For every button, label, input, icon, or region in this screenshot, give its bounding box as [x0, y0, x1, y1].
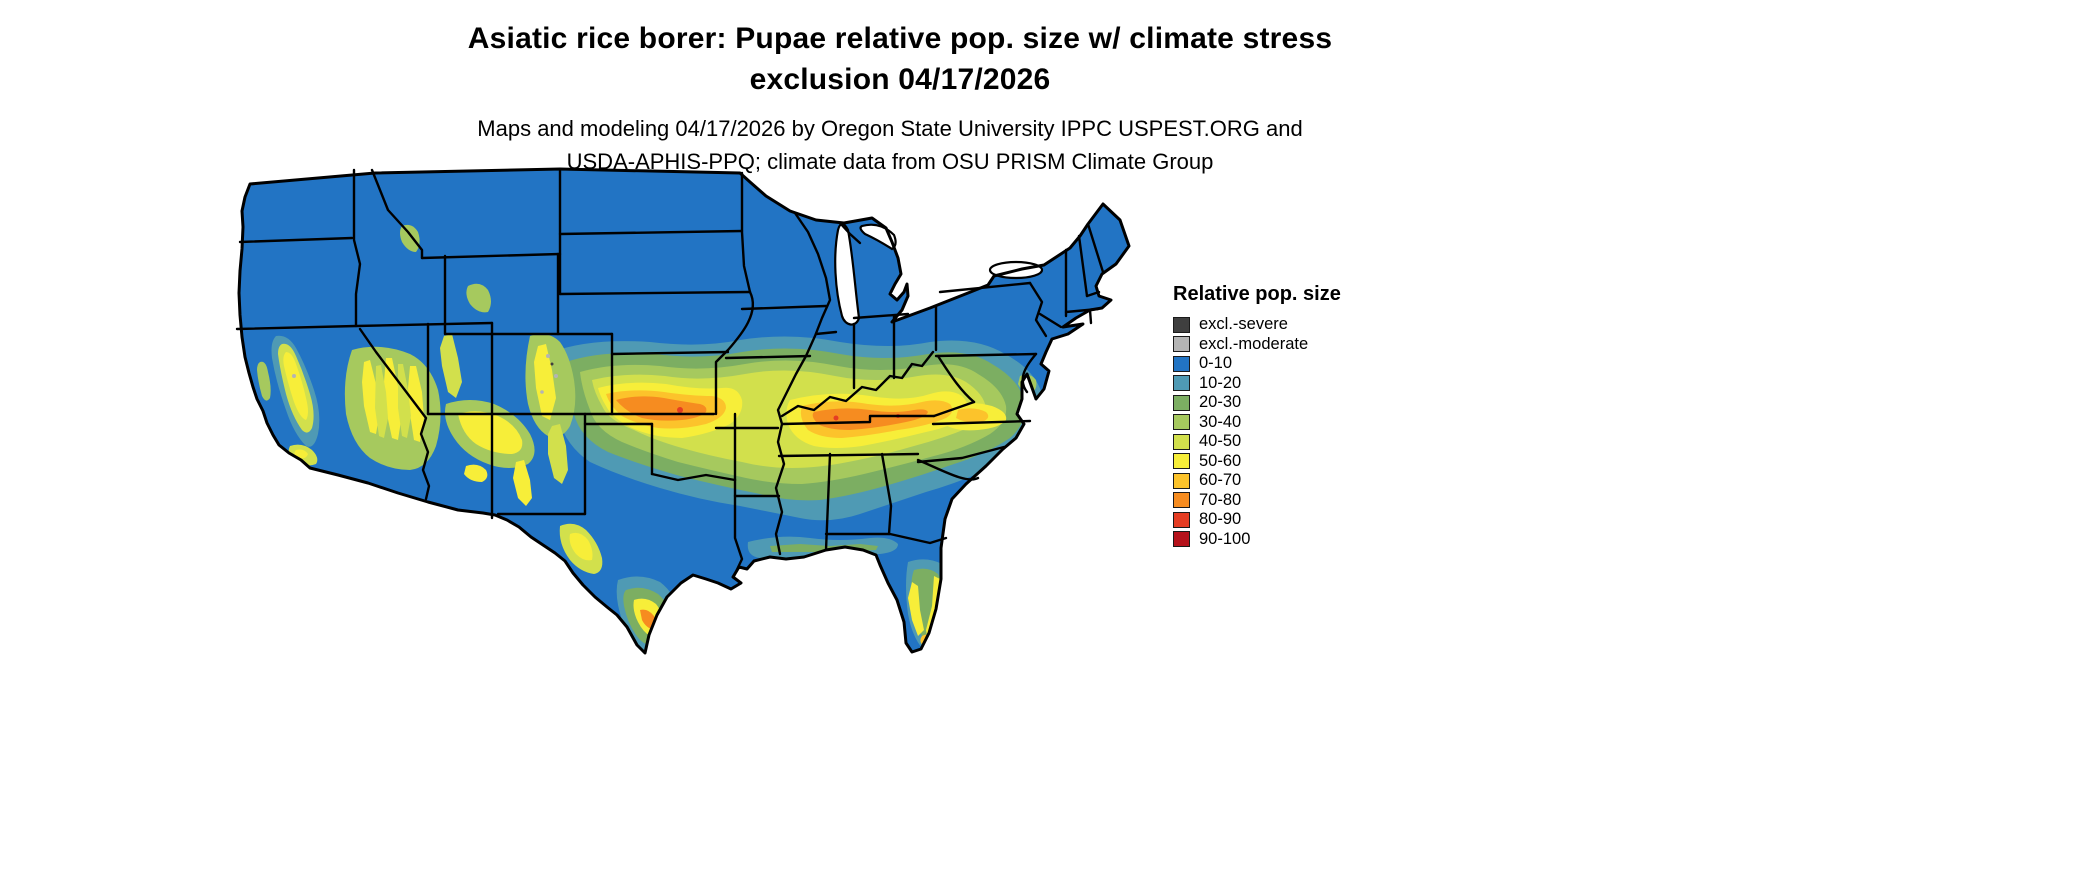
legend-item: 70-80 — [1173, 491, 1341, 511]
legend-item: 0-10 — [1173, 354, 1341, 374]
legend-item: 90-100 — [1173, 530, 1341, 550]
nevada-sliver — [398, 364, 411, 438]
title-line-2: exclusion 04/17/2026 — [749, 63, 1051, 96]
legend-label: 40-50 — [1199, 432, 1242, 451]
legend-item: 80-90 — [1173, 510, 1341, 530]
legend: Relative pop. size excl.-severe excl.-mo… — [1173, 283, 1341, 549]
nevada-sliver — [384, 358, 402, 440]
band-60-70-piedmont — [956, 408, 989, 423]
legend-swatch — [1173, 414, 1190, 431]
socal-ranges-core — [294, 449, 308, 459]
legend-item: excl.-moderate — [1173, 335, 1341, 355]
legend-label: 0-10 — [1199, 354, 1233, 373]
speck-80-90 — [677, 407, 683, 413]
co-rockies-core — [534, 344, 556, 420]
wasatch — [440, 334, 462, 398]
legend-swatch — [1173, 531, 1190, 548]
legend-swatch — [1173, 433, 1190, 450]
speck-excl-moderate — [292, 374, 296, 378]
legend-label: 70-80 — [1199, 490, 1242, 509]
legend-swatch — [1173, 316, 1190, 333]
legend-swatch — [1173, 394, 1190, 411]
fl-west-coast-50-60 — [908, 582, 924, 636]
legend-swatch — [1173, 511, 1190, 528]
legend-swatch — [1173, 375, 1190, 392]
sangre-de-cristo — [548, 424, 568, 484]
davis-mts-core — [569, 532, 593, 561]
legend-item: 20-30 — [1173, 393, 1341, 413]
legend-item: 50-60 — [1173, 452, 1341, 472]
nevada-sliver — [375, 365, 388, 438]
legend-swatch — [1173, 453, 1190, 470]
subtitle-line-1: Maps and modeling 04/17/2026 by Oregon S… — [477, 116, 1303, 141]
speck-80-90 — [833, 415, 839, 421]
legend-item: 10-20 — [1173, 374, 1341, 394]
gila-range — [513, 460, 532, 506]
legend-swatch — [1173, 492, 1190, 509]
legend-label: 50-60 — [1199, 451, 1242, 470]
legend-item: 30-40 — [1173, 413, 1341, 433]
speck-excl-severe — [550, 362, 554, 366]
speck-excl-moderate — [554, 374, 558, 378]
wy-ranges — [466, 283, 491, 313]
page-subtitle: Maps and modeling 04/17/2026 by Oregon S… — [0, 112, 1780, 178]
speck-excl-moderate — [546, 354, 550, 358]
legend-items: excl.-severe excl.-moderate 0-10 10-20 2… — [1173, 315, 1341, 549]
speck-excl-moderate — [540, 390, 544, 394]
legend-item: 60-70 — [1173, 471, 1341, 491]
legend-swatch — [1173, 336, 1190, 353]
mt-ranges — [400, 224, 420, 252]
legend-label: excl.-severe — [1199, 315, 1288, 334]
us-map — [230, 166, 1135, 666]
nevada-sliver — [362, 360, 380, 434]
mogollon-core — [458, 411, 523, 454]
state-borders — [235, 168, 1105, 578]
legend-label: 20-30 — [1199, 393, 1242, 412]
title-line-1: Asiatic rice borer: Pupae relative pop. … — [467, 22, 1333, 55]
legend-label: 80-90 — [1199, 510, 1242, 529]
sierra-50-60 — [283, 352, 308, 420]
legend-title: Relative pop. size — [1173, 283, 1341, 305]
legend-swatch — [1173, 472, 1190, 489]
legend-label: 10-20 — [1199, 373, 1242, 392]
ca-coast-range — [257, 361, 271, 401]
legend-label: excl.-moderate — [1199, 334, 1309, 353]
legend-swatch — [1173, 355, 1190, 372]
legend-label: 90-100 — [1199, 529, 1251, 548]
us-map-svg — [235, 167, 1131, 655]
legend-item: excl.-severe — [1173, 315, 1341, 335]
legend-label: 30-40 — [1199, 412, 1242, 431]
az-south-spot — [464, 464, 488, 482]
legend-item: 40-50 — [1173, 432, 1341, 452]
page-title: Asiatic rice borer: Pupae relative pop. … — [0, 18, 1800, 100]
legend-label: 60-70 — [1199, 471, 1242, 490]
subtitle-line-2: USDA-APHIS-PPQ; climate data from OSU PR… — [566, 149, 1214, 174]
